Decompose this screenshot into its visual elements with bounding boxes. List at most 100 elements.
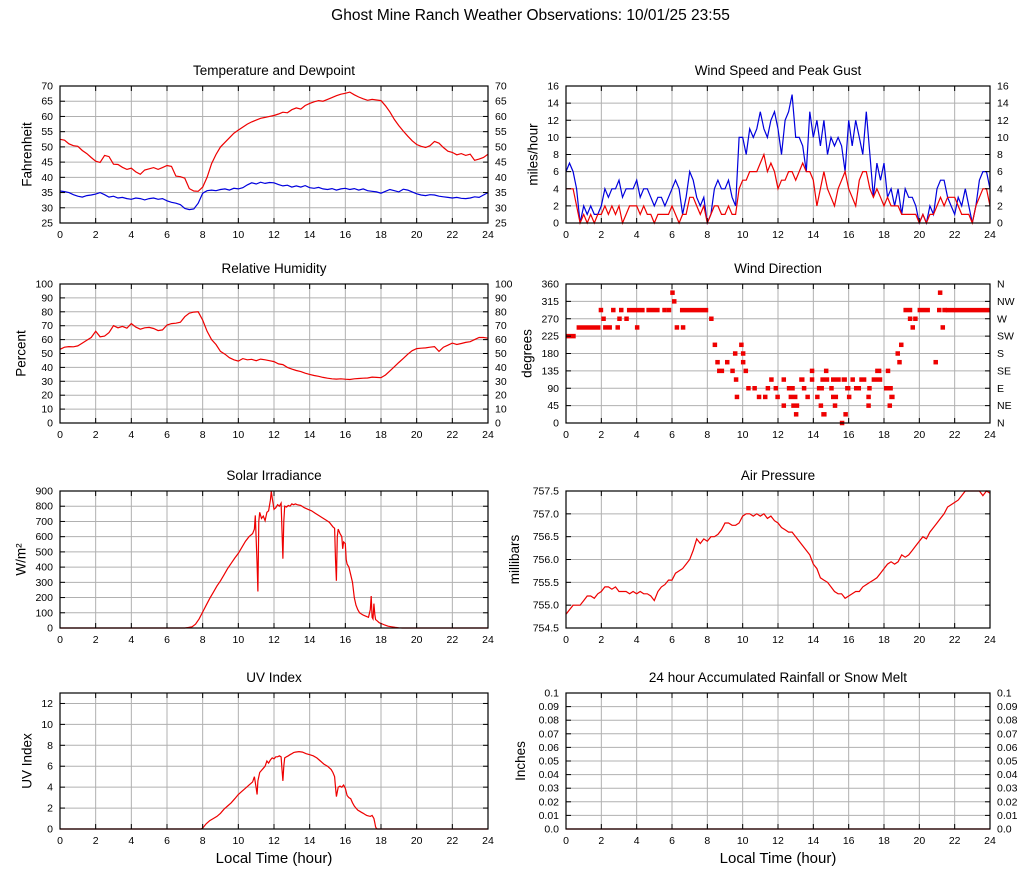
y-tick-label: 50 [41,348,53,360]
y-tick-label: 400 [35,562,53,574]
y-tick-label: 500 [35,546,53,558]
y-tick-label: 20 [41,390,53,402]
y-tick-label-right: 0.1 [997,688,1012,700]
relative-humidity-line [59,311,489,381]
y-axis-label: W/m² [13,543,28,576]
chart-solar: 0 2 4 6 8 10 12 14 16 18 20 22 240100200300400500600… [13,468,494,646]
x-tick-label: 20 [411,229,423,241]
x-tick-label: 18 [375,429,387,441]
y-tick-label: 90 [547,383,559,395]
y-tick-label: 100 [35,279,53,291]
y-tick-label: 0.09 [539,701,560,713]
x-tick-label: 8 [200,634,206,646]
y-tick-label: 0.02 [539,796,560,808]
y-tick-label: 50 [41,141,53,153]
y-tick-label-right: 0.0 [997,824,1012,836]
x-tick-label: 22 [446,229,458,241]
y-tick-label-right: 0.02 [997,796,1018,808]
y-tick-label: 12 [41,698,53,710]
y-tick-label-right: 45 [495,157,507,169]
chart-title: UV Index [246,670,302,685]
x-tick-label: 2 [598,429,604,441]
y-tick-label: 0 [47,824,53,836]
x-tick-label: 16 [843,634,855,646]
y-tick-label-right: 30 [495,202,507,214]
y-tick-label: 0.0 [544,824,559,836]
x-tick-label: 16 [339,229,351,241]
y-tick-label-right: 0.05 [997,756,1018,768]
y-tick-label: 756.0 [533,554,559,566]
y-tick-label-right: 30 [495,376,507,388]
y-tick-label: 2 [47,803,53,815]
x-tick-label: 6 [669,429,675,441]
y-tick-label: 360 [541,279,559,291]
y-tick-label: 30 [41,202,53,214]
x-tick-label: 14 [807,634,819,646]
x-tick-label: 10 [232,835,244,847]
x-tick-label: 12 [772,835,784,847]
x-tick-label: 18 [878,229,890,241]
x-tick-label: 2 [598,634,604,646]
y-tick-label: 4 [553,183,559,195]
y-tick-label-right: 100 [495,279,513,291]
y-tick-label-right: 70 [495,81,507,93]
y-tick-label: 10 [41,404,53,416]
y-tick-label: 45 [41,157,53,169]
y-tick-label-right: 0.04 [997,769,1018,781]
x-tick-label: 4 [128,229,134,241]
uv-index-line [60,750,488,830]
x-tick-label: 6 [164,229,170,241]
y-tick-label: 700 [35,516,53,528]
y-tick-label-right: 0.08 [997,715,1018,727]
x-tick-label: 18 [375,634,387,646]
y-tick-label: 0 [47,623,53,635]
y-tick-label: 55 [41,126,53,138]
y-tick-label-right: 50 [495,348,507,360]
y-tick-label: 315 [541,296,559,308]
y-tick-label-right: 70 [495,320,507,332]
y-tick-label: 90 [41,292,53,304]
x-tick-label: 0 [563,229,569,241]
x-tick-label: 22 [949,835,961,847]
x-tick-label: 2 [598,229,604,241]
y-tick-label: 300 [35,577,53,589]
y-tick-label: 0.03 [539,783,560,795]
x-tick-label: 2 [93,634,99,646]
y-tick-label: 16 [547,81,559,93]
x-tick-label: 4 [634,429,640,441]
y-tick-label: 12 [547,115,559,127]
y-tick-label: 180 [541,348,559,360]
y-tick-label-right: W [997,313,1007,325]
y-tick-label-right: 0.01 [997,810,1018,822]
x-tick-label: 16 [339,429,351,441]
chart-title: Wind Direction [734,261,822,276]
x-tick-label: 2 [598,835,604,847]
x-tick-label: 12 [268,229,280,241]
y-tick-label-right: 0.06 [997,742,1018,754]
y-axis-label: Percent [13,330,28,377]
y-tick-label-right: 90 [495,292,507,304]
x-tick-label: 6 [164,835,170,847]
x-tick-label: 0 [57,835,63,847]
x-tick-label: 0 [563,429,569,441]
y-tick-label: 0.01 [539,810,560,822]
chart-title: Relative Humidity [221,261,326,276]
y-tick-label: 45 [547,400,559,412]
air-pressure-line [565,490,991,615]
x-tick-label: 20 [411,835,423,847]
x-tick-label: 4 [128,835,134,847]
x-tick-label: 18 [375,835,387,847]
x-axis-label: Local Time (hour) [216,850,333,867]
y-tick-label-right: N [997,279,1005,291]
y-tick-label: 135 [541,365,559,377]
x-tick-label: 10 [737,229,749,241]
x-tick-label: 2 [93,229,99,241]
x-tick-label: 24 [482,634,494,646]
x-tick-label: 6 [669,229,675,241]
y-tick-label-right: 60 [495,334,507,346]
y-tick-label-right: 60 [495,111,507,123]
x-tick-label: 18 [878,835,890,847]
y-tick-label: 0.04 [539,769,560,781]
x-tick-label: 14 [304,429,316,441]
